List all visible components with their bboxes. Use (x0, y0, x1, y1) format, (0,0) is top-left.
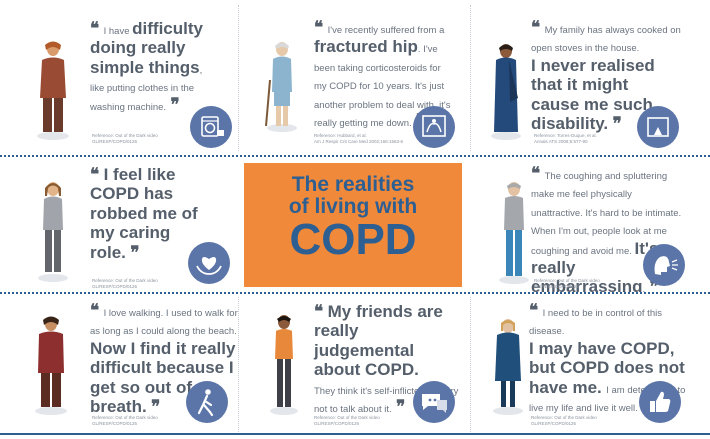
reference-note: Reference: Out of the Dark video GL/RESP/… (92, 133, 158, 144)
quote-highlight: Now I find it really difficult because I… (90, 338, 236, 416)
quote-text: ❝ I love walking. I used to walk for as … (90, 301, 238, 417)
walking-icon (186, 381, 228, 423)
quote-lead: I have (103, 26, 133, 37)
open-quote-icon: ❝ (314, 302, 324, 322)
row-divider-1 (0, 155, 710, 157)
panel-fractured-hip: ❝ I've recently suffered from a fracture… (239, 0, 470, 155)
quote-highlight: My friends are really judgemental about … (314, 302, 443, 380)
panel-caring-role: ❝ I feel like COPD has robbed me of my c… (0, 158, 240, 292)
speech-bubble-icon (413, 381, 455, 423)
reference-note: Reference: Torres-Duque, et al. Annals AT… (534, 133, 597, 144)
panel-in-control: ❝ I need to be in control of this diseas… (471, 295, 710, 433)
col-divider (470, 297, 471, 432)
close-quote-icon: ❞ (170, 94, 180, 115)
quote-text: ❝ The coughing and spluttering make me f… (531, 164, 686, 292)
stove-icon (637, 106, 679, 148)
col-divider (470, 5, 471, 151)
title-line-2: of living with (288, 195, 418, 219)
quote-highlight: fractured hip (314, 37, 418, 57)
quote-lead: My family has always cooked on open stov… (531, 25, 681, 55)
quote-lead: I need to be in control of this disease. (529, 308, 662, 338)
woman-figure-6 (35, 316, 67, 415)
close-quote-icon: ❞ (396, 396, 406, 417)
quote-highlight: It's really embarrassing (531, 238, 659, 292)
open-quote-icon: ❝ (90, 165, 100, 185)
reference-note: Reference: Out of the Dark video GL/RESP/… (534, 278, 600, 289)
reference-note: Reference: Out of the Dark video GL/RESP/… (314, 415, 380, 426)
panel-judgemental: ❝ My friends are really judgemental abou… (239, 295, 470, 433)
quote-text: ❝ I have difficulty doing really simple … (90, 20, 210, 115)
close-quote-icon: ❞ (130, 242, 140, 263)
thumbs-up-icon (639, 381, 681, 423)
open-quote-icon: ❝ (529, 301, 539, 321)
woman-figure-4 (38, 182, 68, 282)
quote-tail: . (141, 396, 147, 416)
reference-note: Reference: Out of the Dark video GL/RESP/… (92, 278, 158, 289)
quote-highlight: I never realised that it might cause me … (531, 55, 655, 133)
quote-text: ❝ My family has always cooked on open st… (531, 18, 681, 134)
woman-figure-1 (37, 41, 69, 140)
reference-note: Reference: Out of the Dark video GL/RESP/… (531, 415, 597, 426)
xray-icon (413, 106, 455, 148)
open-quote-icon: ❝ (90, 301, 100, 321)
row-divider-2 (0, 292, 710, 294)
older-woman-figure (493, 319, 523, 415)
col-divider (238, 297, 239, 432)
quote-lead: I love walking. I used to walk for as lo… (90, 308, 238, 338)
close-quote-icon: ❞ (151, 396, 161, 417)
quote-tail: They think it's self-inflicted, so I try… (314, 385, 459, 415)
reference-note: Reference: Out of the Dark video GL/RESP/… (92, 415, 158, 426)
quote-tail: . (642, 284, 646, 292)
woman-in-sari-figure (491, 44, 521, 140)
title-copd: COPD (289, 215, 417, 265)
panel-embarrassing: ❝ The coughing and spluttering make me f… (471, 158, 710, 292)
quote-lead: I've recently suffered from a (327, 25, 445, 36)
quote-tail: , like putting clothes in the washing ma… (90, 64, 203, 113)
close-quote-icon: ❞ (612, 113, 622, 134)
quote-highlight: I feel like COPD has robbed me of my car… (90, 165, 198, 262)
quote-text: ❝ My friends are really judgemental abou… (314, 303, 459, 417)
coughing-icon (643, 244, 685, 286)
quote-highlight: difficulty doing really simple things (90, 19, 203, 77)
quote-lead: The coughing and spluttering make me fee… (531, 171, 682, 257)
panel-difficulty: ❝ I have difficulty doing really simple … (0, 0, 238, 155)
panel-walking: ❝ I love walking. I used to walk for as … (0, 295, 238, 433)
title-banner: The realities of living with COPD (244, 163, 462, 287)
quote-text: ❝ I feel like COPD has robbed me of my c… (90, 166, 210, 263)
close-quote-icon: ❞ (649, 277, 659, 292)
panel-open-stoves: ❝ My family has always cooked on open st… (471, 0, 710, 155)
open-quote-icon: ❝ (90, 19, 100, 39)
quote-text: ❝ I've recently suffered from a fracture… (314, 18, 454, 131)
bottom-rule (0, 433, 710, 435)
open-quote-icon: ❝ (314, 18, 324, 38)
caring-hands-icon (188, 242, 230, 284)
reference-note: Reference: Hubbard, et al. Am J Respir Cr… (314, 133, 404, 144)
young-woman-figure (270, 315, 298, 415)
col-divider (238, 5, 239, 151)
washing-machine-icon (190, 106, 232, 148)
man-figure (499, 182, 529, 284)
quote-highlight: I may have COPD, but COPD does not have … (529, 338, 685, 397)
quote-tail: . I've been taking corticosteroids for m… (314, 44, 451, 129)
open-quote-icon: ❝ (531, 18, 541, 38)
title-line-1: The realities (291, 173, 415, 196)
elderly-woman-figure (265, 42, 297, 132)
open-quote-icon: ❝ (531, 164, 541, 184)
